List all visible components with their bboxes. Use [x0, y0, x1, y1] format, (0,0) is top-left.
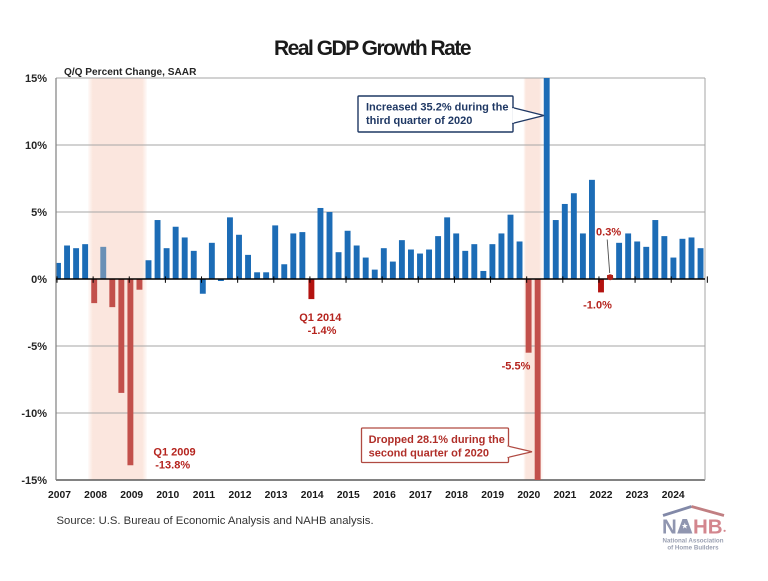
svg-text:2017: 2017 — [409, 490, 432, 501]
svg-text:2024: 2024 — [662, 490, 685, 501]
svg-text:2018: 2018 — [445, 490, 468, 501]
svg-text:-5.5%: -5.5% — [502, 361, 531, 373]
svg-text:-1.4%: -1.4% — [308, 325, 337, 337]
svg-text:second quarter of 2020: second quarter of 2020 — [369, 448, 489, 460]
svg-text:2020: 2020 — [517, 490, 540, 501]
svg-text:National Association: National Association — [663, 538, 724, 545]
svg-text:2015: 2015 — [337, 490, 360, 501]
svg-text:Source: U.S. Bureau of Economi: Source: U.S. Bureau of Economic Analysis… — [57, 515, 374, 527]
svg-text:2014: 2014 — [301, 490, 324, 501]
svg-text:Dropped 28.1% during the: Dropped 28.1% during the — [369, 434, 505, 446]
svg-text:B: B — [708, 516, 723, 539]
svg-text:2012: 2012 — [229, 490, 252, 501]
svg-text:15%: 15% — [25, 73, 47, 85]
svg-text:Increased 35.2% during the: Increased 35.2% during the — [366, 102, 508, 114]
svg-text:2011: 2011 — [193, 490, 216, 501]
svg-text:5%: 5% — [31, 207, 47, 219]
svg-text:N: N — [662, 516, 677, 539]
svg-text:Q1 2009: Q1 2009 — [153, 447, 195, 459]
svg-text:Q/Q Percent Change, SAAR: Q/Q Percent Change, SAAR — [64, 67, 197, 78]
svg-text:third quarter of 2020: third quarter of 2020 — [366, 115, 472, 127]
svg-text:-15%: -15% — [21, 475, 47, 487]
svg-text:-10%: -10% — [21, 408, 47, 420]
svg-text:2021: 2021 — [553, 490, 576, 501]
svg-text:Q1 2014: Q1 2014 — [299, 312, 342, 324]
svg-text:2009: 2009 — [120, 490, 143, 501]
svg-text:0%: 0% — [31, 274, 47, 286]
svg-text:2013: 2013 — [265, 490, 288, 501]
svg-text:2010: 2010 — [156, 490, 179, 501]
svg-text:2016: 2016 — [373, 490, 396, 501]
svg-text:of Home Builders: of Home Builders — [667, 545, 719, 552]
svg-text:2023: 2023 — [626, 490, 649, 501]
svg-text:-5%: -5% — [27, 341, 47, 353]
svg-text:2007: 2007 — [48, 490, 71, 501]
svg-text:-13.8%: -13.8% — [155, 460, 190, 472]
svg-text:2022: 2022 — [590, 490, 613, 501]
svg-text:H: H — [693, 516, 708, 539]
svg-text:Real GDP Growth Rate: Real GDP Growth Rate — [274, 37, 471, 60]
svg-text:10%: 10% — [25, 140, 47, 152]
svg-text:2019: 2019 — [481, 490, 504, 501]
svg-text:-1.0%: -1.0% — [583, 300, 612, 312]
svg-text:0.3%: 0.3% — [596, 227, 621, 239]
svg-text:2008: 2008 — [84, 490, 107, 501]
